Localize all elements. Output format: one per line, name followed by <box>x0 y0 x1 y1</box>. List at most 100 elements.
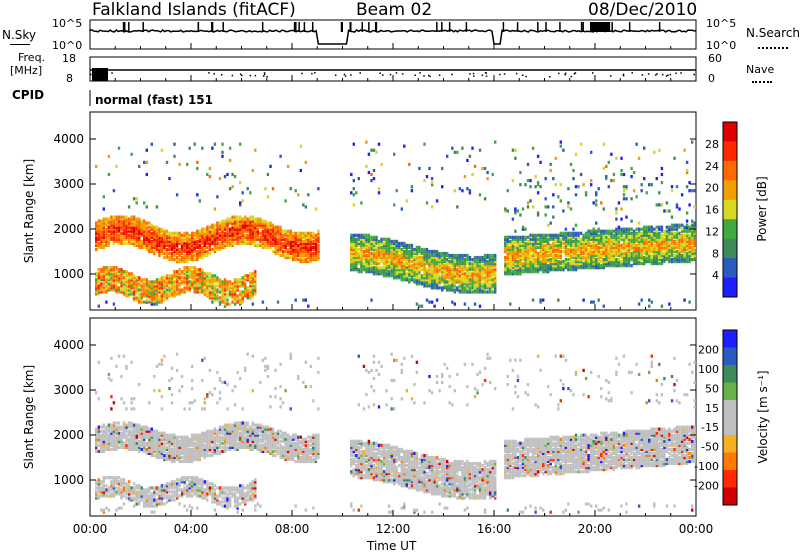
power-cell <box>519 239 522 243</box>
power-cell <box>456 270 459 274</box>
power-cell <box>400 247 403 252</box>
power-cell <box>663 209 666 213</box>
power-cell <box>393 152 396 156</box>
power-cell <box>660 262 664 266</box>
power-cell <box>297 237 300 241</box>
power-cell <box>175 233 179 237</box>
power-cell <box>186 270 189 274</box>
power-cell <box>471 284 474 288</box>
power-cell <box>673 156 676 160</box>
power-cell <box>249 296 252 300</box>
power-cell <box>170 253 174 258</box>
power-cell <box>211 276 214 280</box>
power-cell <box>203 229 206 233</box>
power-cell <box>441 288 444 292</box>
power-cell <box>213 284 217 288</box>
power-cell <box>201 245 204 249</box>
power-cell <box>418 266 421 270</box>
power-cell <box>433 255 436 260</box>
power-cell <box>191 280 194 284</box>
power-cell <box>236 233 239 237</box>
power-cell <box>574 258 578 262</box>
power-cell <box>269 233 272 237</box>
power-cell <box>569 268 573 272</box>
power-cell <box>132 298 136 302</box>
power-cell <box>110 280 113 284</box>
power-cell <box>441 272 444 276</box>
power-cell <box>430 300 434 304</box>
power-cell <box>269 225 272 229</box>
power-cell <box>155 239 159 243</box>
power-cell <box>183 253 186 258</box>
power-cell <box>286 243 290 247</box>
nave-dot <box>419 72 421 74</box>
power-cell <box>183 280 186 284</box>
power-cell <box>617 225 621 229</box>
velocity-cell <box>105 490 108 494</box>
velocity-cell <box>115 437 118 441</box>
power-cell <box>486 255 489 260</box>
power-cell <box>423 179 426 183</box>
velocity-cell <box>102 494 105 498</box>
power-cell <box>173 253 176 258</box>
velocity-cell <box>132 435 136 439</box>
power-cell <box>115 284 118 288</box>
power-cell <box>643 249 646 254</box>
power-cell <box>218 221 222 225</box>
velocity-cell <box>95 449 98 453</box>
power-cell <box>105 284 108 288</box>
power-cell <box>511 262 515 266</box>
power-cell <box>148 247 151 252</box>
power-cell <box>600 237 603 241</box>
power-cell <box>165 255 169 260</box>
power-cell <box>122 270 126 274</box>
power-cell <box>552 215 555 219</box>
nave-dot <box>693 73 695 76</box>
power-cell <box>688 243 691 247</box>
power-cell <box>627 249 631 254</box>
power-cell <box>592 264 595 268</box>
power-cell <box>117 278 121 282</box>
power-cell <box>688 251 691 256</box>
power-cell <box>403 272 406 276</box>
power-cell <box>218 223 222 227</box>
power-cell <box>223 231 227 235</box>
power-cell <box>115 225 118 229</box>
nave-dot <box>262 75 265 77</box>
power-cell <box>188 241 191 245</box>
power-cell <box>145 223 148 227</box>
power-cell <box>377 262 381 266</box>
power-cell <box>640 247 643 252</box>
power-cell <box>491 172 494 177</box>
power-cell <box>393 251 396 256</box>
power-cell <box>655 233 658 237</box>
power-cell <box>486 274 489 278</box>
power-cell <box>640 233 643 237</box>
power-cell <box>670 247 674 252</box>
power-cell <box>117 274 121 278</box>
power-cell <box>456 276 459 280</box>
power-cell <box>186 282 189 286</box>
power-cell <box>307 237 310 241</box>
power-cell <box>665 251 669 256</box>
power-cell <box>665 247 669 252</box>
power-cell <box>299 255 302 260</box>
power-cell <box>559 233 562 237</box>
power-cell <box>309 241 313 245</box>
power-cell <box>569 245 573 249</box>
nave-dot <box>423 75 425 77</box>
power-cell <box>186 239 189 243</box>
power-cell <box>309 247 313 252</box>
power-cell <box>458 284 461 288</box>
velocity-cell <box>125 484 128 488</box>
power-cell <box>352 247 355 252</box>
power-cell <box>514 241 517 245</box>
power-cell <box>451 274 454 278</box>
power-cell <box>395 266 398 270</box>
power-cell <box>153 241 156 245</box>
power-cell <box>468 272 472 276</box>
power-cell <box>461 278 464 282</box>
power-cell <box>506 258 509 262</box>
power-cell <box>564 249 568 254</box>
velocity-cell <box>125 490 128 494</box>
